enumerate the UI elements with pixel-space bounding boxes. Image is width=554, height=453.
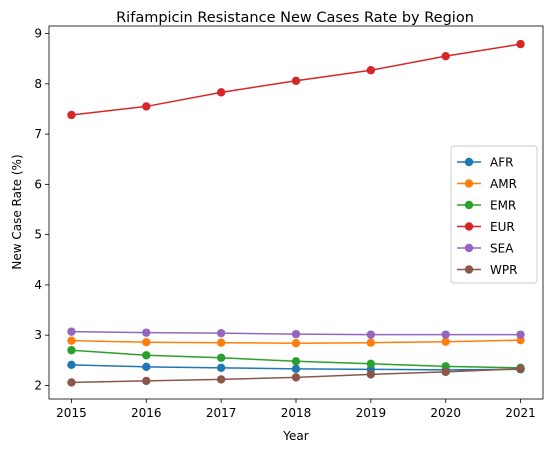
data-point-eur bbox=[67, 110, 76, 120]
legend-item-amr: AMR bbox=[457, 177, 517, 191]
legend: AFR AMR EMR EUR SEA WPR bbox=[450, 145, 538, 284]
data-point-amr bbox=[142, 337, 151, 347]
series-eur bbox=[67, 39, 525, 120]
data-point-amr bbox=[216, 338, 226, 347]
x-tick-label: 2020 bbox=[430, 406, 461, 420]
legend-label: EMR bbox=[490, 198, 516, 212]
data-point-emr bbox=[67, 346, 76, 355]
y-tick-label: 5 bbox=[34, 228, 42, 242]
x-tick-label: 2016 bbox=[131, 406, 162, 420]
data-point-afr bbox=[142, 362, 151, 372]
legend-label: AFR bbox=[490, 155, 513, 169]
series-layer bbox=[67, 39, 525, 387]
data-point-eur bbox=[216, 88, 226, 97]
data-point-afr bbox=[67, 360, 76, 370]
legend-item-eur: EUR bbox=[457, 220, 515, 234]
data-point-eur bbox=[142, 102, 151, 111]
data-point-sea bbox=[291, 329, 301, 339]
x-tick-label: 2018 bbox=[281, 406, 312, 420]
legend-marker bbox=[464, 222, 474, 231]
data-point-eur bbox=[291, 76, 301, 85]
data-point-sea bbox=[516, 330, 525, 339]
x-tick-label: 2017 bbox=[206, 406, 237, 420]
data-point-emr bbox=[366, 359, 376, 369]
data-point-afr bbox=[291, 364, 301, 374]
legend-marker bbox=[464, 265, 474, 274]
legend-item-emr: EMR bbox=[457, 198, 516, 212]
legend-marker bbox=[464, 243, 474, 253]
data-point-emr bbox=[291, 357, 301, 366]
x-tick-label: 2015 bbox=[56, 406, 87, 420]
x-axis-label: Year bbox=[282, 429, 308, 443]
data-point-sea bbox=[67, 327, 76, 336]
y-tick-label: 4 bbox=[34, 278, 42, 292]
data-point-amr bbox=[291, 339, 301, 348]
data-point-emr bbox=[216, 353, 226, 362]
series-wpr bbox=[67, 364, 525, 387]
y-axis-label: New Case Rate (%) bbox=[10, 154, 24, 269]
data-point-sea bbox=[142, 328, 151, 337]
data-point-wpr bbox=[67, 378, 76, 387]
legend-marker bbox=[464, 179, 474, 188]
data-point-sea bbox=[216, 328, 226, 338]
y-tick-label: 6 bbox=[34, 177, 42, 191]
series-sea bbox=[67, 327, 525, 339]
legend-label: SEA bbox=[490, 241, 514, 255]
data-point-wpr bbox=[366, 370, 376, 379]
legend-item-wpr: WPR bbox=[457, 263, 517, 277]
data-point-amr bbox=[441, 337, 450, 346]
legend-item-sea: SEA bbox=[457, 241, 514, 255]
legend-item-afr: AFR bbox=[457, 155, 513, 169]
legend-label: WPR bbox=[490, 263, 517, 277]
data-point-wpr bbox=[441, 367, 450, 377]
data-point-eur bbox=[441, 51, 450, 61]
data-point-wpr bbox=[516, 364, 525, 374]
legend-marker bbox=[464, 200, 474, 210]
x-axis: 2015 2016 2017 2018 2019 2020 2021 bbox=[56, 399, 536, 420]
data-point-amr bbox=[366, 338, 376, 347]
data-point-eur bbox=[516, 39, 525, 49]
series-amr bbox=[67, 335, 525, 348]
y-tick-label: 3 bbox=[34, 328, 42, 342]
y-axis: 2 3 4 5 6 7 8 9 bbox=[34, 27, 49, 392]
y-tick-label: 8 bbox=[34, 77, 42, 91]
y-tick-label: 7 bbox=[34, 127, 42, 141]
data-point-amr bbox=[67, 336, 76, 345]
x-tick-label: 2021 bbox=[505, 406, 536, 420]
data-point-wpr bbox=[216, 375, 226, 384]
y-tick-label: 2 bbox=[34, 378, 42, 392]
chart-title: Rifampicin Resistance New Cases Rate by … bbox=[116, 10, 474, 26]
data-point-sea bbox=[441, 330, 450, 339]
data-point-emr bbox=[142, 351, 151, 360]
legend-label: AMR bbox=[490, 177, 517, 191]
data-point-wpr bbox=[291, 373, 301, 382]
data-point-eur bbox=[366, 66, 376, 75]
y-tick-label: 9 bbox=[34, 27, 42, 41]
x-tick-label: 2019 bbox=[356, 406, 387, 420]
legend-label: EUR bbox=[490, 220, 515, 234]
legend-marker bbox=[464, 157, 474, 167]
data-point-afr bbox=[216, 363, 226, 373]
data-point-wpr bbox=[142, 376, 151, 386]
data-point-sea bbox=[366, 330, 376, 339]
